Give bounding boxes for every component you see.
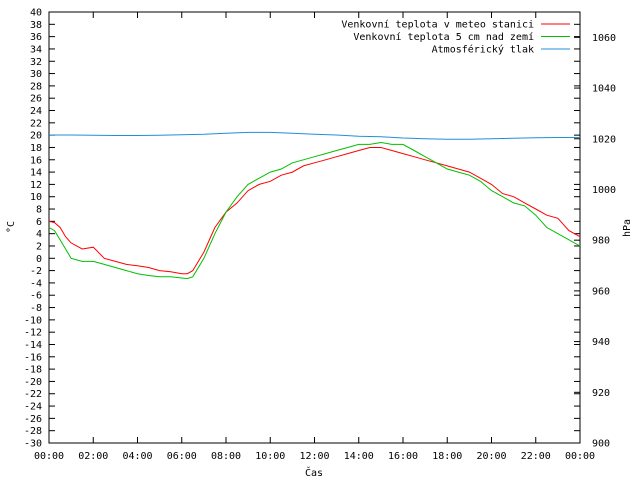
- x-tick-label: 20:00: [476, 451, 506, 462]
- y-tick-label: -2: [30, 266, 42, 277]
- y2-tick-label: 1000: [592, 185, 616, 196]
- legend-label: Atmosférický tlak: [432, 44, 534, 56]
- y-tick-label: 0: [36, 254, 42, 265]
- y2-tick-label: 920: [592, 388, 610, 399]
- x-tick-label: 10:00: [255, 451, 285, 462]
- x-tick-label: 04:00: [122, 451, 152, 462]
- x-tick-label: 22:00: [521, 451, 551, 462]
- y-tick-label: 34: [30, 44, 42, 55]
- x-tick-label: 18:00: [432, 451, 462, 462]
- y-tick-label: -4: [30, 278, 42, 289]
- x-tick-label: 00:00: [565, 451, 595, 462]
- y-tick-label: -28: [24, 426, 42, 437]
- y-tick-label: -16: [24, 352, 42, 363]
- y2-tick-label: 980: [592, 236, 610, 247]
- y-tick-label: 16: [30, 155, 42, 166]
- y-tick-label: 38: [30, 20, 42, 31]
- y-tick-label: -18: [24, 365, 42, 376]
- y-tick-label: 36: [30, 32, 42, 43]
- y-tick-label: -14: [24, 340, 42, 351]
- x-tick-label: 14:00: [344, 451, 374, 462]
- y-tick-label: -26: [24, 414, 42, 425]
- x-tick-label: 02:00: [78, 451, 108, 462]
- y-tick-label: -10: [24, 315, 42, 326]
- y2-tick-label: 940: [592, 337, 610, 348]
- y2-axis-ticks: 900 920 940 960 980 1000 1020 1040 1060: [574, 33, 616, 450]
- x-tick-label: 00:00: [34, 451, 64, 462]
- x-tick-label: 16:00: [388, 451, 418, 462]
- y-tick-label: -20: [24, 377, 42, 388]
- legend-label: Venkovní teplota v meteo stanici: [341, 19, 534, 31]
- y-axis-ticks: -30-28-26-24-22-20-18-16-14-12-10-8-6-4-…: [24, 8, 580, 450]
- y-tick-label: 12: [30, 180, 42, 191]
- x-tick-label: 06:00: [167, 451, 197, 462]
- y-tick-label: -24: [24, 402, 42, 413]
- y2-tick-label: 1040: [592, 84, 616, 95]
- series-line-3: [49, 131, 580, 140]
- y-tick-label: 26: [30, 94, 42, 105]
- y-tick-label: 22: [30, 118, 42, 129]
- y-tick-label: 6: [36, 217, 42, 228]
- y-tick-label: 24: [30, 106, 42, 117]
- series-line-1: [48, 147, 581, 275]
- y-tick-label: 2: [36, 241, 42, 252]
- y-tick-label: -8: [30, 303, 42, 314]
- y-tick-label: -12: [24, 328, 42, 339]
- y-tick-label: 40: [30, 8, 42, 19]
- y2-tick-label: 960: [592, 286, 610, 297]
- x-axis-label: Čas: [305, 466, 323, 479]
- y-tick-label: 14: [30, 168, 42, 179]
- y-tick-label: 20: [30, 131, 42, 142]
- x-tick-label: 12:00: [299, 451, 329, 462]
- y-tick-label: 4: [36, 229, 42, 240]
- series-lines: [48, 131, 581, 280]
- y2-tick-label: 1020: [592, 134, 616, 145]
- legend-label: Venkovní teplota 5 cm nad zemí: [353, 31, 534, 43]
- y2-tick-label: 900: [592, 439, 610, 450]
- series-line-2: [48, 141, 581, 280]
- y-tick-label: 18: [30, 143, 42, 154]
- y-tick-label: 10: [30, 192, 42, 203]
- y2-tick-label: 1060: [592, 33, 616, 44]
- y-tick-label: 28: [30, 81, 42, 92]
- x-axis-ticks: 00:00 02:00 04:00 06:00 08:00 10:00 12:00 14:00…: [34, 12, 595, 462]
- plot-frame: [48, 11, 581, 444]
- y-axis-label: °C: [6, 221, 17, 233]
- y-tick-label: -6: [30, 291, 42, 302]
- y-tick-label: 8: [36, 205, 42, 216]
- y2-axis-label: hPa: [622, 219, 633, 237]
- y-tick-label: -22: [24, 389, 42, 400]
- y-tick-label: 32: [30, 57, 42, 68]
- y-tick-label: 30: [30, 69, 42, 80]
- y-tick-label: -30: [24, 439, 42, 450]
- legend: Venkovní teplota v meteo staniciVenkovní…: [341, 19, 570, 56]
- x-tick-label: 08:00: [211, 451, 241, 462]
